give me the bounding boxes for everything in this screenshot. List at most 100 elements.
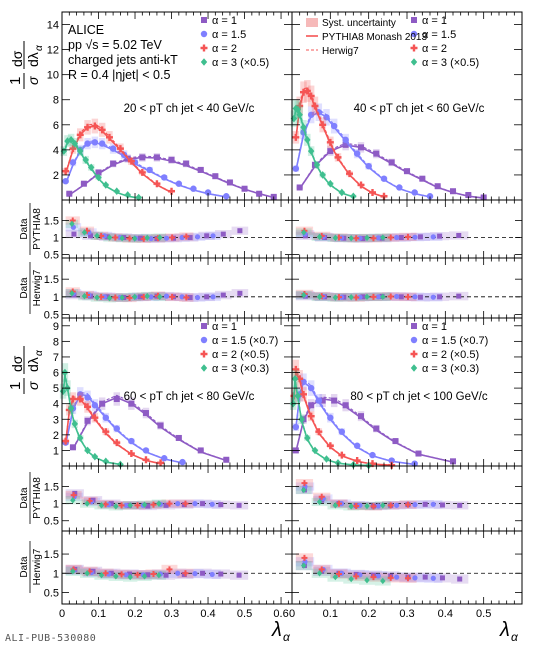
data-point: [146, 166, 153, 174]
ratio-point: [394, 234, 400, 241]
data-point: [319, 121, 327, 129]
ratio-point: [220, 231, 226, 237]
data-point: [291, 374, 299, 383]
data-point: [67, 404, 75, 413]
ratio-point: [131, 293, 138, 301]
data-point: [113, 187, 120, 196]
pt-bin-label: 20 < pT ch jet < 40 GeV/c: [124, 103, 255, 115]
ratio-point: [163, 235, 170, 241]
legend-pythia: PYTHIA8 Monash 2013: [322, 32, 427, 43]
ratio-point: [380, 234, 386, 241]
ratio-title-pythia-top: Data PYTHIA8: [19, 203, 43, 255]
data-point: [296, 375, 304, 383]
data-point: [334, 153, 342, 161]
ratio-point: [422, 501, 428, 507]
ratio-point: [131, 235, 138, 242]
x-tick-label: 0.5: [476, 608, 491, 620]
legend-herwig: Herwig7: [322, 46, 359, 57]
ratio-point: [236, 572, 242, 578]
data-point: [142, 410, 149, 417]
data-point: [153, 154, 160, 161]
ratio-point: [437, 233, 443, 239]
info-line: charged jets anti-kT: [68, 53, 178, 67]
y-title-sigma: σ: [25, 76, 41, 85]
data-point: [88, 163, 95, 172]
ratio-point: [348, 575, 354, 583]
data-point: [380, 192, 388, 200]
chart-panel-bottom-left: 60 < pT ch jet < 80 GeV/c α = 1 α = 1.5 (×…: [59, 321, 278, 469]
ratio-point: [134, 502, 141, 509]
ratio-point: [387, 574, 394, 581]
legend-entry: α = 3 (×0.5): [212, 57, 269, 69]
data-point: [69, 444, 76, 451]
ratio-point: [301, 562, 307, 569]
ratio-frame: [291, 199, 523, 259]
chart-panel-top-left: 20 < pT ch jet < 40 GeV/c α = 1 α = 1.5 α =…: [60, 15, 277, 202]
ratio-point: [412, 502, 418, 508]
info-line: ALICE: [68, 23, 104, 37]
data-point: [338, 188, 346, 197]
ratio-point: [380, 502, 386, 509]
data-point: [71, 139, 78, 148]
ratio-point: [335, 234, 342, 241]
chart-panel-bottom-right: 80 < pT ch jet < 100 GeV/c α = 1 α = 1.5 (…: [289, 321, 488, 470]
ratio-point: [140, 235, 147, 242]
ratio-point: [148, 235, 154, 242]
ratio-panel-bottom-right-herwig: [292, 553, 522, 593]
ratio-point: [394, 502, 400, 508]
ratio-point: [353, 503, 360, 510]
ratio-point: [148, 294, 154, 300]
ratio-point: [335, 500, 342, 507]
ratio-point: [81, 229, 88, 236]
data-point: [66, 190, 73, 197]
ratio-point: [318, 232, 325, 239]
data-point: [338, 451, 346, 459]
ratio-point: [150, 571, 157, 578]
ratio-point: [301, 480, 308, 487]
pt-bin-label: 60 < pT ch jet < 80 GeV/c: [124, 391, 255, 403]
legend-entry: α = 1: [212, 321, 237, 333]
x-tick-label: 0.1: [323, 608, 338, 620]
data-point: [292, 133, 300, 141]
y-tick-label: 14: [47, 20, 59, 32]
data-point: [142, 456, 150, 464]
ratio-point: [183, 294, 190, 301]
data-point: [327, 414, 334, 421]
ratio-point: [166, 500, 173, 507]
data-point: [212, 173, 219, 180]
legend-marker: [411, 323, 417, 329]
data-point: [292, 423, 300, 431]
ratio-point: [375, 235, 381, 241]
ratio-point: [69, 220, 75, 228]
ratio-point: [123, 502, 129, 508]
ratio-point: [204, 233, 210, 239]
legend-marker: [200, 350, 208, 358]
data-point: [358, 413, 364, 420]
ratio-point: [360, 236, 366, 242]
ratio-point: [348, 503, 354, 510]
data-point: [109, 145, 117, 152]
ratio-point: [102, 570, 109, 577]
ratio-point: [134, 571, 141, 578]
legend-entry: α = 2 (×0.5): [422, 349, 479, 361]
legend-entry: α = 1.5 (×0.7): [422, 335, 488, 347]
ratio-point: [101, 233, 108, 239]
ratio-point: [316, 293, 323, 301]
herwig-curve: [65, 123, 172, 193]
y-tick-label: 0.5: [44, 309, 59, 321]
ratio-point: [169, 293, 176, 300]
y-tick-label: 0.5: [44, 250, 59, 262]
y-title-alpha: α: [34, 45, 45, 51]
figure-label: ALI-PUB-530080: [5, 633, 97, 644]
data-point: [304, 136, 311, 144]
ratio-point: [456, 232, 462, 238]
ratio-point: [348, 293, 354, 301]
data-point: [434, 183, 441, 190]
x-tick-label: 0.3: [399, 608, 414, 620]
y-title-dsigma: dσ: [9, 355, 25, 372]
ratio-point: [137, 235, 143, 241]
ratio-point: [318, 493, 325, 500]
y-title-sigma: σ: [25, 381, 41, 390]
data-point: [294, 392, 301, 400]
